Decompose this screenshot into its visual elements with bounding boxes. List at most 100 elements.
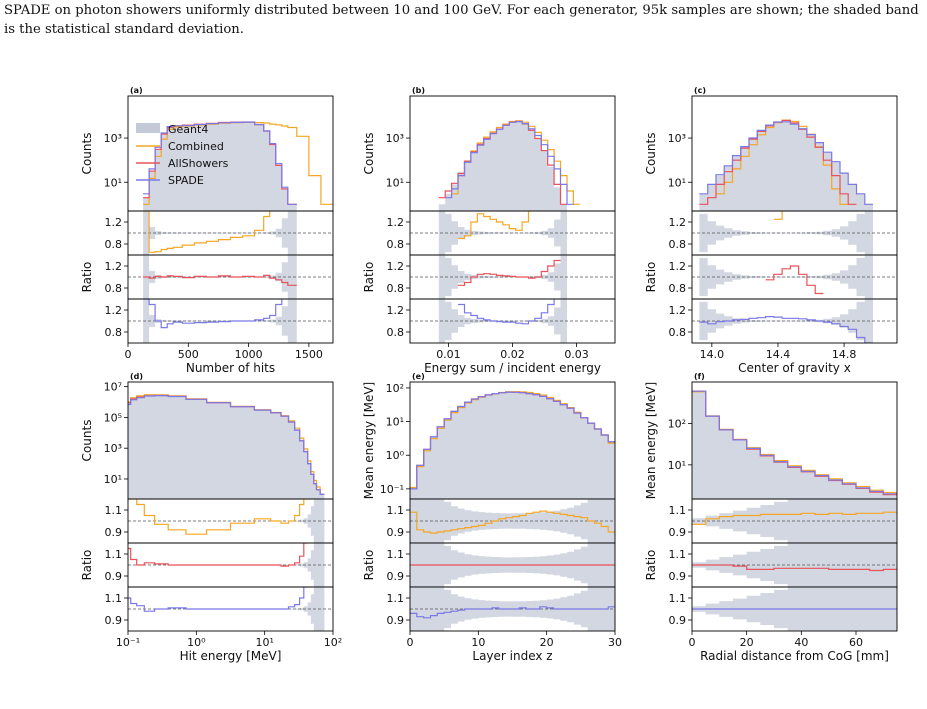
y-tick-label: 10¹ — [386, 416, 404, 429]
ratio-spade-line — [143, 299, 283, 329]
legend-label-spade: SPADE — [168, 174, 204, 187]
x-tick-label: 20 — [540, 636, 554, 649]
ratio-y-tick-label: 1.2 — [387, 216, 405, 229]
series-geant4-fill — [143, 122, 297, 211]
ratio-allshowers-line — [692, 564, 897, 572]
panel-letter: (c) — [694, 86, 706, 95]
series-spade-line — [128, 395, 325, 495]
series-spade-line — [699, 121, 873, 205]
ratio-panel-spade: 1.1 0.9 — [669, 586, 898, 632]
y-axis-label: Counts — [80, 420, 94, 462]
ratio-y-tick-label: 0.9 — [387, 526, 405, 539]
series-spade-line — [410, 391, 615, 490]
x-tick-label: 14.8 — [832, 348, 857, 361]
x-tick-label: 0.02 — [500, 348, 525, 361]
ratio-panel-spade: 1.2 0.8 — [105, 298, 334, 344]
ratio-y-tick-label: 1.1 — [669, 548, 687, 561]
x-axis-label: Energy sum / incident energy — [424, 361, 601, 375]
ratio-y-axis-label: Ratio — [362, 262, 376, 293]
ratio-y-tick-label: 0.8 — [105, 326, 123, 339]
ratio-y-tick-label: 1.1 — [105, 592, 123, 605]
y-axis-label: Counts — [80, 133, 94, 175]
ratio-combined-line — [128, 499, 308, 535]
series-geant4-fill — [438, 121, 567, 211]
ratio-y-tick-label: 1.1 — [387, 548, 405, 561]
x-tick-label: 30 — [608, 636, 622, 649]
y-tick-label: 10⁷ — [104, 381, 122, 394]
legend: Geant4 Combined AllShowers SPADE — [136, 123, 229, 187]
ratio-axes-frame — [127, 298, 334, 344]
x-tick-label: 0.01 — [436, 348, 461, 361]
ratio-y-axis-label: Ratio — [644, 262, 658, 293]
ratio-spade-line — [410, 606, 615, 619]
x-tick-label: 40 — [794, 636, 808, 649]
ratio-combined-line — [143, 211, 271, 253]
y-tick-label: 10² — [386, 382, 404, 395]
ratio-panel-combined: 1.2 0.8 — [105, 210, 334, 256]
y-tick-label: 10³ — [104, 442, 122, 455]
x-tick-label: 1000 — [235, 348, 263, 361]
y-tick-label: 10⁰ — [386, 449, 405, 462]
y-tick-label: 10¹ — [386, 176, 404, 189]
ratio-y-axis-label: Ratio — [644, 550, 658, 581]
x-tick-label: 14.0 — [700, 348, 725, 361]
ratio-panel-combined: 1.2 0.8 — [669, 210, 898, 256]
x-tick-label: 10 — [471, 636, 485, 649]
ratio-y-axis-label: Ratio — [80, 550, 94, 581]
y-tick-label: 10⁵ — [104, 411, 122, 424]
figure-caption: SPADE on photon showers uniformly distri… — [4, 3, 919, 37]
ratio-spade-line — [128, 587, 308, 612]
ratio-y-tick-label: 0.9 — [105, 526, 123, 539]
ratio-y-tick-label: 0.8 — [387, 238, 405, 251]
ratio-allshowers-line — [143, 274, 297, 286]
ratio-y-tick-label: 1.1 — [669, 592, 687, 605]
y-axis-label: Mean energy [MeV] — [644, 382, 658, 499]
y-axis-label: Mean energy [MeV] — [362, 382, 376, 499]
x-tick-label: 60 — [849, 636, 863, 649]
legend-label-allshowers: AllShowers — [168, 157, 229, 170]
x-tick-label: 0 — [125, 348, 132, 361]
stat-band — [699, 211, 873, 255]
ratio-y-tick-label: 1.1 — [105, 504, 123, 517]
ratio-y-tick-label: 0.9 — [669, 614, 687, 627]
ratio-combined-line — [773, 211, 783, 220]
ratio-y-tick-label: 1.2 — [669, 304, 687, 317]
x-tick-label: 10⁰ — [187, 636, 206, 649]
x-tick-label: 20 — [740, 636, 754, 649]
ratio-y-tick-label: 0.9 — [105, 570, 123, 583]
ratio-y-tick-label: 1.1 — [387, 504, 405, 517]
ratio-allshowers-line — [458, 259, 561, 286]
ratio-y-tick-label: 0.9 — [387, 614, 405, 627]
x-tick-label: 0.03 — [564, 348, 589, 361]
ratio-panel-allshowers: 1.1 0.9 — [669, 542, 898, 588]
y-tick-label: 10³ — [104, 132, 122, 145]
ratio-y-tick-label: 1.2 — [105, 260, 123, 273]
series-geant4-fill — [410, 392, 615, 499]
panel-letter: (a) — [130, 86, 143, 95]
ratio-spade-line — [699, 316, 873, 343]
x-axis-label: Radial distance from CoG [mm] — [700, 649, 889, 663]
ratio-panel-spade: 1.2 0.8 — [387, 298, 616, 344]
ratio-combined-line — [692, 511, 897, 525]
ratio-y-tick-label: 1.2 — [669, 216, 687, 229]
x-axis-label: Number of hits — [186, 361, 275, 375]
ratio-y-tick-label: 0.8 — [387, 326, 405, 339]
y-tick-label: 10¹ — [668, 459, 686, 472]
x-tick-label: 10⁻¹ — [116, 636, 140, 649]
stat-band — [699, 255, 873, 299]
ratio-panel-spade: 1.1 0.9 — [387, 586, 616, 632]
ratio-y-tick-label: 0.9 — [669, 526, 687, 539]
series-geant4-fill — [692, 391, 897, 499]
x-axis-label: Layer index z — [472, 649, 552, 663]
ratio-y-tick-label: 1.1 — [105, 548, 123, 561]
legend-label-combined: Combined — [168, 140, 224, 153]
legend-swatch-geant4 — [136, 123, 160, 133]
stat-band — [699, 299, 873, 343]
panel-letter: (e) — [412, 372, 425, 381]
ratio-axes-frame — [127, 586, 334, 632]
ratio-y-axis-label: Ratio — [362, 550, 376, 581]
ratio-panel-allshowers: 1.1 0.9 — [105, 542, 334, 588]
ratio-panel-allshowers: 1.2 0.8 — [387, 254, 616, 300]
ratio-y-axis-label: Ratio — [80, 262, 94, 293]
